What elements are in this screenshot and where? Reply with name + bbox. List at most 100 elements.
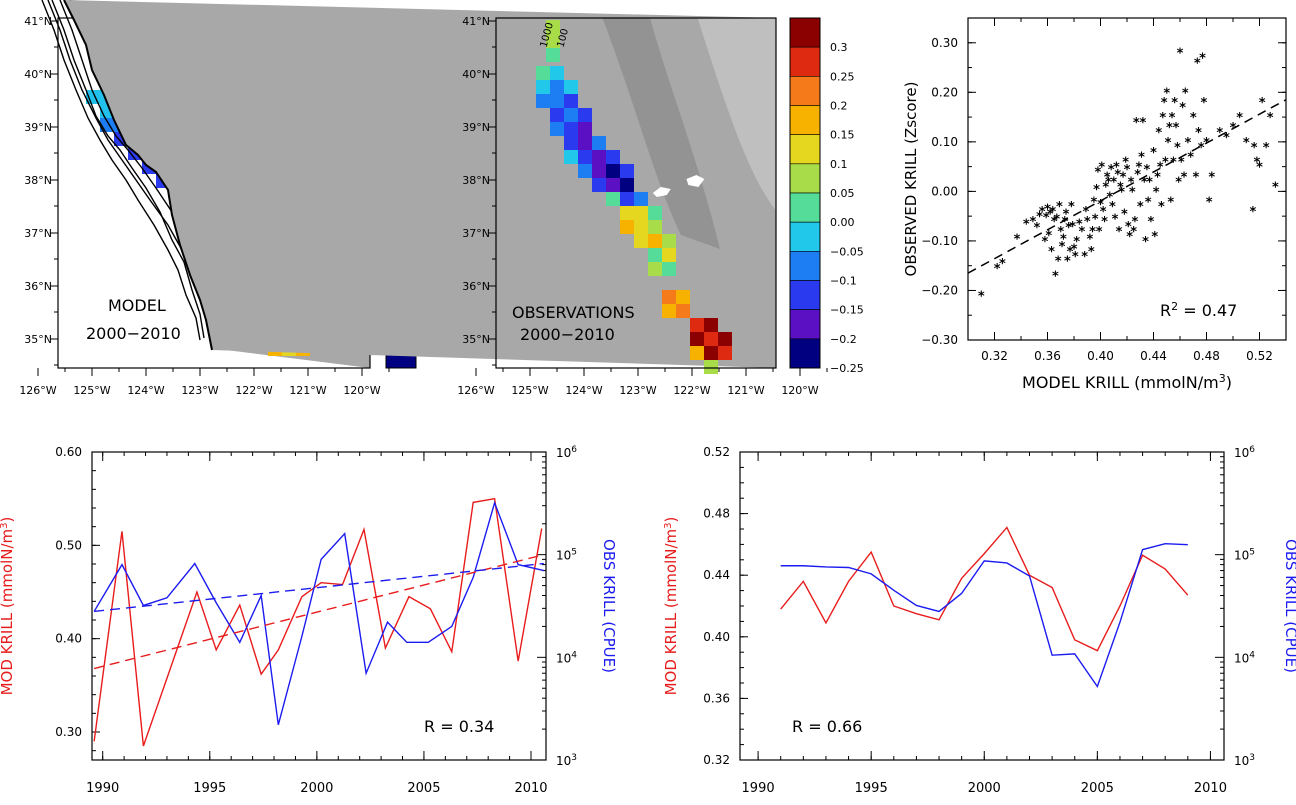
data-point: * [1053,213,1060,228]
y-tick-label-left: 0.44 [703,568,730,582]
y-tick-label-right: 106 [556,445,577,460]
data-point: * [1195,126,1202,141]
data-point: * [1259,96,1266,111]
data-point: * [1155,126,1162,141]
data-point: * [1223,131,1230,146]
lon-label: 120°W [781,384,818,397]
data-point: * [1036,210,1043,225]
y-tick-exp: 5 [571,548,577,558]
lat-label: 37°N [24,227,52,240]
y-tick-exp: 4 [1249,650,1255,660]
map-cell [690,346,704,360]
data-point: * [994,262,1001,277]
lon-label: 124°W [127,384,164,397]
y-tick-label-right: 103 [1234,753,1255,768]
y-tick-exp: 5 [1249,548,1255,558]
data-point: * [1130,225,1137,240]
data-point: * [1208,171,1215,186]
data-point: * [1230,121,1237,136]
data-point: * [1165,136,1172,151]
correlation-annotation: R = 0.34 [424,717,494,736]
data-point: * [1263,141,1270,156]
data-point: * [1043,211,1050,226]
data-point: * [1137,200,1144,215]
data-point: * [1097,198,1104,213]
y-tick-label-left: 0.50 [55,538,82,552]
map-cell [620,220,634,234]
data-point: * [1052,270,1059,285]
data-point: * [1129,185,1136,200]
central-valley [602,18,720,249]
left-axis-label-sup: 3 [663,522,674,528]
colorbar-frame [789,17,821,369]
right-axis-label: OBS KRILL (CPUE) [600,539,618,673]
map-cell [606,164,620,178]
data-point: * [1041,235,1048,250]
data-point: * [1064,255,1071,270]
y-tick-label-right: 106 [1234,445,1255,460]
data-point: * [1065,221,1072,236]
y-tick-base: 10 [1234,549,1249,563]
data-point: * [1128,175,1135,190]
data-point: * [1256,161,1263,176]
left-axis-label-end: ) [662,517,680,523]
data-point: * [1057,225,1064,240]
data-point: * [1014,232,1021,247]
y-tick-label-left: 0.40 [55,632,82,646]
colorbar-swatch [789,105,821,135]
r-squared-r: R [1160,301,1171,320]
colorbar-swatch [789,251,821,281]
x-tick-label: 2010 [514,781,547,796]
data-point: * [1109,200,1116,215]
data-point: * [1236,111,1243,126]
data-point: * [1102,180,1109,195]
map-cell [634,220,648,234]
data-point: * [1139,116,1146,131]
data-point: * [1175,175,1182,190]
map-cell [662,262,676,276]
map-cell [578,108,592,122]
lon-label: 123°W [181,384,218,397]
data-point: * [1045,229,1052,244]
data-point: * [1060,232,1067,247]
data-point: * [978,289,985,304]
lon-label: 122°W [673,384,710,397]
data-point: * [1088,245,1095,260]
data-point: * [1179,101,1186,116]
data-point: * [1083,205,1090,220]
correlation-annotation: R = 0.66 [792,717,862,736]
bay [652,175,705,197]
data-point: * [1096,225,1103,240]
data-point: * [1101,215,1108,230]
data-point: * [1151,230,1158,245]
colorbar-swatch [789,163,821,194]
data-point: * [1108,163,1115,178]
map-cell [620,178,634,192]
y-tick-label: 0.20 [931,85,958,99]
map-cell [546,34,560,48]
y-axis-label: OBSERVED KRILL (Zscore) [902,82,920,277]
map-cell [592,150,606,164]
x-axis-label-end: ) [1226,373,1232,392]
y-tick-label-left: 0.52 [703,445,730,459]
data-point: * [1198,141,1205,156]
colorbar-swatch [789,134,821,165]
data-point: * [1124,163,1131,178]
lon-label: 120°W [343,384,380,397]
map-cell [546,20,560,34]
data-point: * [1249,205,1256,220]
timeseries-panel-right: 1990 1995 2000 2005 2010 0.52 0.48 0.44 0.40 0.36… [662,445,1296,796]
model-series-line [93,497,543,747]
y-tick-label: −0.20 [921,283,958,297]
data-point: * [1110,175,1117,190]
left-axis-label-end: ) [0,517,16,523]
observations-caption-years: 2000−2010 [520,325,615,344]
map-cell [704,360,718,374]
sierra-nevada [697,18,776,211]
data-point: * [1105,175,1112,190]
data-point: * [1116,225,1123,240]
y-tick-label-left: 0.32 [703,753,730,767]
y-tick-exp: 3 [1249,753,1255,763]
data-point: * [1093,183,1100,198]
left-axis-label: MOD KRILL (mmolN/m3) [0,517,16,696]
